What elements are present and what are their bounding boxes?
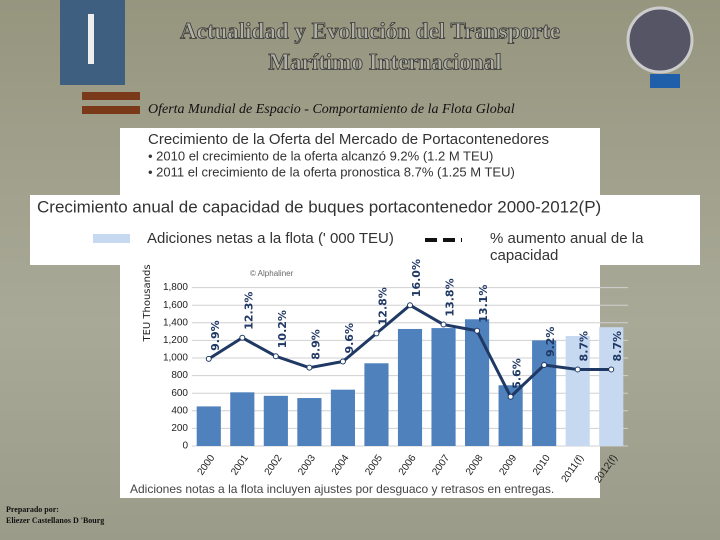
bar xyxy=(397,328,423,446)
data-label: 9.2% xyxy=(544,327,557,358)
data-label: 10.2% xyxy=(276,310,289,348)
point xyxy=(272,353,279,360)
point xyxy=(205,355,212,362)
data-label: 9.6% xyxy=(343,323,356,354)
point xyxy=(306,364,313,371)
bar xyxy=(532,340,557,446)
bar xyxy=(364,363,389,446)
slide-subtitle: Oferta Mundial de Espacio - Comportamien… xyxy=(148,102,515,117)
y-tick-label: 1,000 xyxy=(163,353,188,364)
point xyxy=(507,393,514,400)
point xyxy=(608,366,615,373)
legend-swatch xyxy=(93,234,130,243)
bullet: • 2011 el crecimiento de la oferta prono… xyxy=(148,164,515,179)
data-label: 8.9% xyxy=(309,329,322,360)
bar xyxy=(565,336,590,446)
chart-panel xyxy=(120,128,600,498)
lighthouse xyxy=(88,14,94,64)
bar xyxy=(431,328,456,446)
heading: Crecimiento de la Oferta del Mercado de … xyxy=(148,131,549,148)
bar xyxy=(297,398,322,446)
data-label: 8.7% xyxy=(578,331,591,362)
data-label: 12.3% xyxy=(242,292,255,330)
point xyxy=(440,321,447,328)
slide-title: Marítimo Internacional xyxy=(268,49,501,74)
point xyxy=(239,334,246,341)
data-label: 13.8% xyxy=(444,278,457,316)
source: © Alphaliner xyxy=(250,269,294,278)
ship-icon xyxy=(82,106,140,114)
bullet: • 2010 el crecimiento de la oferta alcan… xyxy=(148,148,493,163)
point xyxy=(474,327,481,334)
chart-panel xyxy=(30,195,700,265)
slide-title: Actualidad y Evolución del Transporte xyxy=(180,18,560,43)
y-tick-label: 400 xyxy=(171,405,188,416)
point xyxy=(407,302,413,309)
y-tick-label: 1,200 xyxy=(163,335,188,346)
y-tick-label: 0 xyxy=(182,441,188,452)
data-label: 5.6% xyxy=(511,358,524,389)
bar xyxy=(330,389,355,446)
point xyxy=(574,366,581,373)
footer: Eliezer Castellanos D 'Bourg xyxy=(6,516,104,525)
bar xyxy=(465,319,490,446)
logo-badge xyxy=(650,74,680,88)
y-axis-label: TEU Thousands xyxy=(142,264,153,342)
point xyxy=(339,358,346,365)
footer: Preparado por: xyxy=(6,505,59,514)
bar xyxy=(599,327,624,446)
y-tick-label: 1,600 xyxy=(163,300,188,311)
ship-icon xyxy=(82,92,140,100)
y-tick-label: 1,800 xyxy=(163,282,188,293)
data-label: 9.9% xyxy=(209,320,222,351)
logo xyxy=(626,6,694,74)
bar xyxy=(196,406,221,446)
y-tick-label: 600 xyxy=(171,388,188,399)
data-label: 16.0% xyxy=(410,259,423,297)
data-label: 8.7% xyxy=(611,331,624,362)
data-label: 13.1% xyxy=(477,285,490,323)
note: Adiciones notas a la flota incluyen ajus… xyxy=(130,482,554,496)
bar xyxy=(263,395,288,446)
bar xyxy=(230,392,255,446)
point xyxy=(373,330,380,337)
data-label: 12.8% xyxy=(376,287,389,325)
y-tick-label: 200 xyxy=(171,423,188,434)
legend-entry: Adiciones netas a la flota (' 000 TEU) xyxy=(147,230,394,247)
point xyxy=(541,362,548,369)
legend-entry: % aumento anual de la capacidad xyxy=(490,230,644,264)
chart-title: Crecimiento anual de capacidad de buques… xyxy=(37,197,601,216)
y-tick-label: 1,400 xyxy=(163,317,188,328)
y-tick-label: 800 xyxy=(171,370,188,381)
